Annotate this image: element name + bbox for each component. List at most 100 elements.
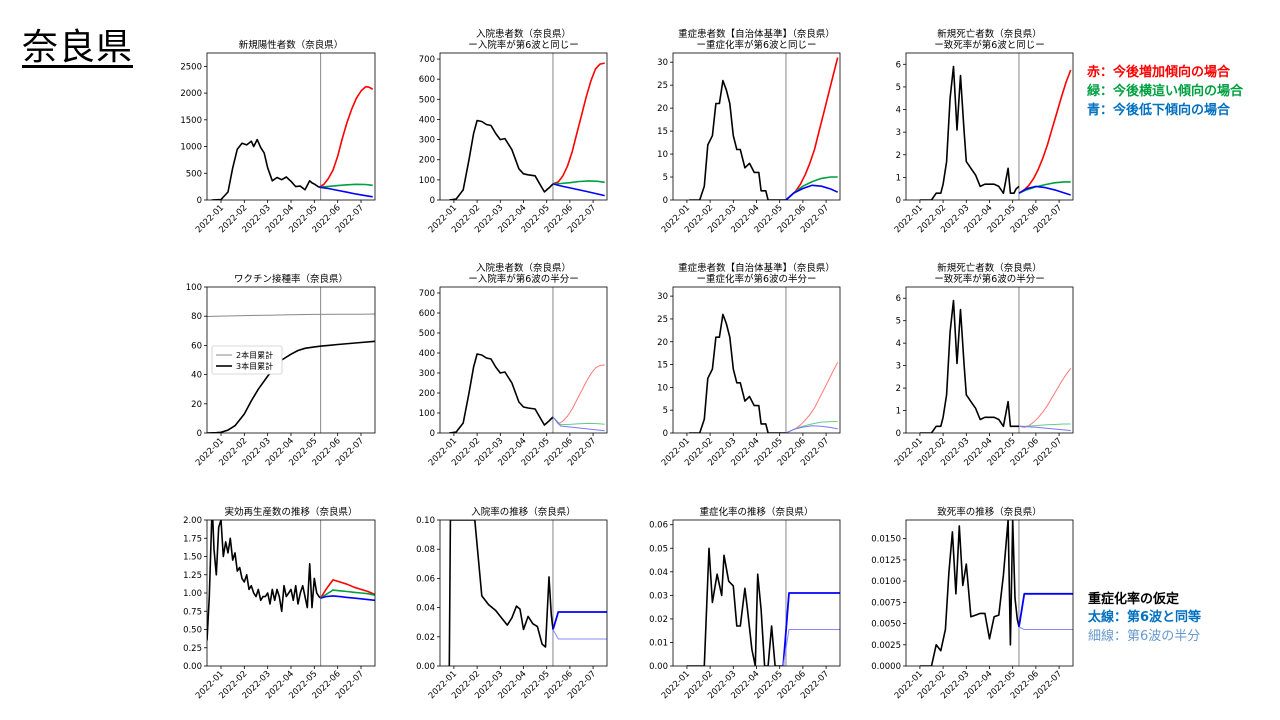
series-line xyxy=(318,186,373,198)
series-line xyxy=(785,57,839,200)
chart-panel: 重症化率の推移（奈良県） 0.00 0.01 0.02 0.03 0.04 0.05 0.06… xyxy=(649,506,841,701)
y-tick-label: 10 xyxy=(657,383,668,393)
plot-frame xyxy=(206,286,376,434)
y-tick-label: 25 xyxy=(657,315,668,325)
chart-panel: 新規死亡者数（奈良県）ー致死率が第6波と同じー01234562022-01202… xyxy=(893,28,1074,235)
chart-title: ワクチン接種率（奈良県） xyxy=(234,273,348,285)
y-tick-label: 0.0100 xyxy=(871,577,901,587)
y-tick-label: 1.50 xyxy=(183,553,202,563)
y-tick-label: 500 xyxy=(186,169,202,179)
chart-panel: 実効再生産数の推移（奈良県） 0.00 0.25 0.50 0.75 1.00 1.25 1.… xyxy=(183,506,376,701)
y-tick-label: 2000 xyxy=(180,89,202,99)
y-tick-label: 6 xyxy=(896,294,901,304)
y-tick-label: 1000 xyxy=(180,143,202,153)
assumption-thick: 太線：第6波と同等 xyxy=(1088,610,1202,625)
y-tick-label: 5 xyxy=(663,406,668,416)
y-tick-label: 20 xyxy=(657,338,668,348)
plot-frame xyxy=(905,519,1074,667)
chart-panel: 入院率の推移（奈良県）0.000.020.040.060.080.102022-… xyxy=(416,506,608,701)
y-tick-label: 600 xyxy=(419,309,435,319)
legend-label: 2本目累計 xyxy=(236,350,273,360)
y-tick-label: 0.06 xyxy=(649,521,668,531)
series-line xyxy=(919,65,1020,200)
y-tick-label: 100 xyxy=(186,283,202,293)
series-line xyxy=(1018,69,1072,194)
y-tick-label: 80 xyxy=(191,312,202,322)
series-line xyxy=(1018,425,1071,431)
series-line xyxy=(449,119,554,200)
y-tick-label: 200 xyxy=(419,156,435,166)
series-line xyxy=(552,416,605,432)
chart-panel: 新規陽性者数（奈良県）050010001500200025002022-0120… xyxy=(180,39,376,235)
plot-frame xyxy=(905,286,1074,434)
chart-title: 重症化率の推移（奈良県） xyxy=(699,506,813,518)
y-tick-label: 1500 xyxy=(180,116,202,126)
y-tick-label: 1.25 xyxy=(183,571,202,581)
y-tick-label: 0.0000 xyxy=(871,662,901,672)
y-tick-label: 4 xyxy=(896,339,901,349)
y-tick-label: 10 xyxy=(657,150,668,160)
series-line xyxy=(320,589,375,599)
y-tick-label: 0.04 xyxy=(649,568,668,578)
scenario-legend-blue: 青：今後低下傾向の場合 xyxy=(1087,103,1231,118)
plot-frame xyxy=(206,52,376,201)
y-tick-label: 20 xyxy=(657,104,668,114)
series-line xyxy=(785,425,838,433)
series-line xyxy=(782,592,840,666)
y-tick-label: 0 xyxy=(430,429,435,439)
chart-title: 致死率の推移（奈良県） xyxy=(937,506,1042,518)
y-tick-label: 6 xyxy=(896,60,901,70)
chart-panel: 重症患者数【自治体基準】（奈良県）ー重症化率が第6波と同じー 0 5 10 15 20 25… xyxy=(657,28,841,235)
y-tick-label: 300 xyxy=(419,136,435,146)
chart-title: 新規陽性者数（奈良県） xyxy=(239,39,344,51)
plot-frame xyxy=(206,519,376,667)
chart-title: 重症患者数【自治体基準】（奈良県） xyxy=(678,28,835,40)
series-line xyxy=(1018,368,1072,428)
series-line xyxy=(552,629,607,640)
y-tick-label: 0.75 xyxy=(183,607,202,617)
y-tick-label: 700 xyxy=(419,55,435,65)
chart-title: ー重症化率が第6波の半分ー xyxy=(696,273,816,285)
series-line xyxy=(552,183,605,197)
series-line xyxy=(1018,592,1073,628)
series-line xyxy=(318,85,374,188)
series-line xyxy=(552,416,605,426)
y-tick-label: 15 xyxy=(657,127,668,137)
y-tick-label: 0.50 xyxy=(183,626,202,636)
y-tick-label: 1 xyxy=(896,407,901,417)
y-tick-label: 2.00 xyxy=(183,516,202,526)
y-tick-label: 0 xyxy=(197,196,202,206)
y-tick-label: 0 xyxy=(663,196,668,206)
plot-frame xyxy=(672,286,841,434)
y-tick-label: 0.0150 xyxy=(871,535,901,545)
y-tick-label: 1.75 xyxy=(183,534,202,544)
y-tick-label: 0.25 xyxy=(183,644,202,654)
series-line xyxy=(448,520,554,666)
y-tick-label: 30 xyxy=(657,58,668,68)
y-tick-label: 0.03 xyxy=(649,591,668,601)
scenario-legend-red: 赤：今後増加傾向の場合 xyxy=(1087,65,1231,80)
series-line xyxy=(1019,423,1071,427)
y-tick-label: 500 xyxy=(419,95,435,105)
page-title: 奈良県 xyxy=(22,27,134,68)
y-tick-label: 2 xyxy=(896,151,901,161)
y-tick-label: 400 xyxy=(419,115,435,125)
y-tick-label: 700 xyxy=(419,289,435,299)
series-line xyxy=(689,313,786,433)
chart-panel: 新規死亡者数（奈良県）ー致死率が第6波の半分ー01234562022-01202… xyxy=(893,262,1074,468)
series-line xyxy=(782,629,840,666)
chart-title: 新規死亡者数（奈良県） xyxy=(937,262,1042,274)
assumption-title: 重症化率の仮定 xyxy=(1088,592,1180,607)
chart-title: ー致死率が第6波と同じー xyxy=(934,39,1045,51)
y-tick-label: 60 xyxy=(191,341,202,351)
y-tick-label: 0 xyxy=(896,196,901,206)
series-line xyxy=(689,79,786,200)
y-tick-label: 3 xyxy=(896,362,901,372)
series-line xyxy=(320,595,375,602)
y-tick-label: 0.0125 xyxy=(871,556,901,566)
y-tick-label: 15 xyxy=(657,361,668,371)
legend-label: 3本目累計 xyxy=(236,361,273,371)
chart-panel: 入院患者数（奈良県）ー入院率が第6波の半分ー 0 100 200 300 400 500 60… xyxy=(419,262,608,468)
y-tick-label: 5 xyxy=(896,317,901,327)
